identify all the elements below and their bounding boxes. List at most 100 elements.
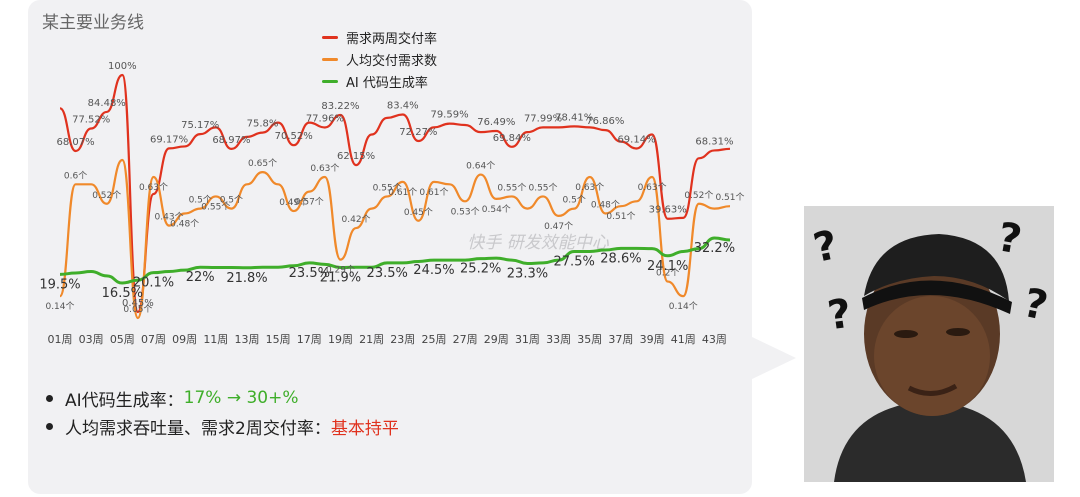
data-label: 32.2% (694, 241, 735, 256)
data-label: 0.53个 (451, 206, 480, 217)
data-label: 0.6个 (64, 170, 87, 181)
person-illustration (804, 206, 1054, 482)
data-label: 0.64个 (466, 161, 495, 172)
bullet-dot (46, 422, 53, 430)
bullet-highlight-red: 基本持平 (330, 418, 399, 439)
x-tick-label: 11周 (203, 333, 228, 346)
data-label: 70.52% (275, 131, 313, 142)
data-label: 0.55个 (373, 182, 402, 193)
x-tick-label: 43周 (702, 333, 727, 346)
data-label: 0.55个 (497, 182, 526, 193)
data-label: 76.49% (477, 117, 515, 128)
data-label: 77.99% (524, 113, 562, 124)
x-tick-label: 23周 (390, 333, 415, 346)
x-tick-label: 35周 (577, 333, 602, 346)
data-label: 0.5个 (220, 195, 243, 206)
data-label: 0.05个 (123, 304, 152, 315)
data-label: 0.63个 (575, 182, 604, 193)
legend-label: AI 代码生成率 (346, 75, 428, 91)
series-line-1 (59, 73, 731, 314)
legend-swatch-red (322, 35, 338, 39)
x-tick-label: 09周 (172, 333, 197, 346)
data-label: 68.97% (212, 135, 250, 146)
data-label: 0.54个 (482, 204, 511, 215)
x-tick-label: 03周 (79, 333, 104, 346)
line-chart: 快手 研发效能中心 01周 03周 05周 07周 09周 11周 13周 15周 17周 19周 2… (39, 61, 744, 346)
data-label: 0.61个 (419, 187, 448, 198)
series-line-2 (58, 158, 731, 320)
data-label: 0.45% (122, 298, 154, 309)
legend-label: 人均交付需求数 (346, 53, 438, 69)
data-label: 0.65个 (248, 158, 277, 169)
x-tick-label: 41周 (671, 333, 696, 346)
bullet-dot (46, 394, 53, 402)
data-label: 19.5% (39, 277, 80, 292)
data-label: 69.17% (150, 134, 188, 145)
data-label: 0.47个 (544, 221, 573, 232)
legend-swatch-green (322, 79, 338, 83)
data-label: 0.48个 (591, 199, 620, 210)
x-tick-label: 29周 (484, 333, 509, 346)
legend-item-per-capita: 人均交付需求数 (322, 48, 437, 70)
data-label: 0.63个 (139, 182, 168, 193)
data-label: 77.96% (306, 113, 344, 124)
data-label: 21.8% (226, 271, 267, 286)
data-label: 21.9% (320, 271, 361, 286)
card-title: 某主要业务线 (42, 13, 144, 33)
data-label: 0.55个 (201, 201, 230, 212)
data-label: 100% (108, 61, 137, 72)
data-label: 79.59% (430, 110, 468, 121)
summary-bullets: AI代码生成率： 17% → 30+% 人均需求吞吐量、需求2周交付率： 基本持… (46, 384, 399, 440)
data-label: 23.5% (289, 266, 330, 281)
data-label: 0.57个 (295, 197, 324, 208)
data-label: 69.14% (617, 134, 655, 145)
legend-swatch-orange (322, 57, 338, 61)
bullet-label: AI代码生成率： (65, 390, 184, 411)
data-label: 0.52个 (92, 190, 121, 201)
data-label: 76.86% (586, 116, 624, 127)
data-label: 0.61个 (388, 187, 417, 198)
x-tick-label: 25周 (421, 333, 446, 346)
data-label: 0.43个 (155, 212, 184, 223)
data-label: 0.5个 (563, 195, 586, 206)
data-label: 0.49个 (279, 197, 308, 208)
x-tick-label: 19周 (328, 333, 353, 346)
data-label: 0.48个 (170, 218, 199, 229)
data-label: 20.1% (133, 276, 174, 291)
data-label: 23.3% (507, 267, 548, 282)
data-label: 0.45个 (404, 207, 433, 218)
legend-label: 需求两周交付率 (346, 31, 438, 47)
x-tick-label: 33周 (546, 333, 571, 346)
data-label: 0.14个 (669, 301, 698, 312)
data-label: 69.84% (493, 133, 531, 144)
data-label: 39.63% (649, 205, 687, 216)
legend-item-delivery-rate: 需求两周交付率 (322, 26, 437, 48)
legend-item-ai-rate: AI 代码生成率 (322, 70, 437, 92)
data-label: 0.14个 (45, 301, 74, 312)
confused-reaction-image (804, 206, 1054, 482)
x-tick-label: 01周 (48, 333, 73, 346)
data-label: 16.5% (102, 286, 143, 301)
bullet-label: 人均需求吞吐量、需求2周交付率： (65, 418, 331, 439)
data-label: 62.15% (337, 151, 375, 162)
x-tick-label: 21周 (359, 333, 384, 346)
data-label: 24.5% (413, 263, 454, 278)
data-label: 0.42个 (342, 214, 371, 225)
data-label: 0.2个 (656, 268, 679, 279)
x-tick-label: 05周 (110, 333, 135, 346)
data-label: 0.29个 (326, 265, 355, 276)
data-label: 75.8% (247, 119, 279, 130)
data-label: 0.63个 (310, 163, 339, 174)
data-label: 24.1% (647, 259, 688, 274)
data-label: 22% (186, 270, 215, 285)
watermark-text: 快手 研发效能中心 (467, 233, 609, 253)
data-label: 0.5个 (189, 195, 212, 206)
data-label: 25.2% (460, 262, 501, 277)
data-label: 0.51个 (606, 211, 635, 222)
bullet-ai-rate: AI代码生成率： 17% → 30+% (46, 384, 399, 412)
data-label: 68.31% (695, 136, 733, 147)
data-label: 28.6% (600, 251, 641, 266)
data-label: 72.27% (399, 127, 437, 138)
data-label: 68.07% (57, 137, 95, 148)
data-label: 83.4% (387, 101, 419, 112)
